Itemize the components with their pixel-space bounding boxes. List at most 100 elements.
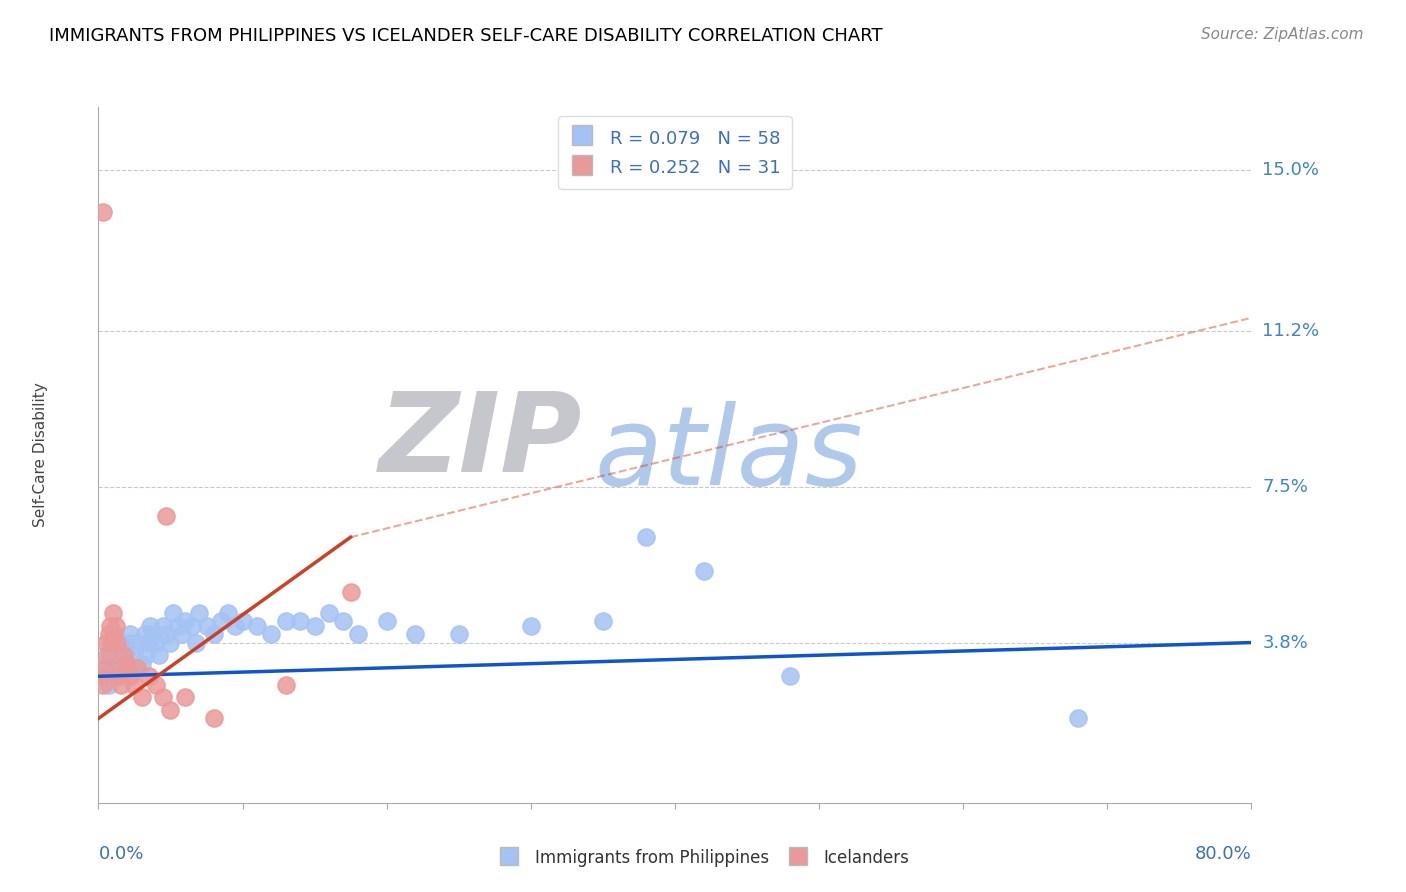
- Point: [274, 615, 297, 629]
- Point: [131, 690, 153, 705]
- Point: [117, 644, 138, 658]
- Point: [101, 606, 124, 620]
- Point: [152, 690, 174, 705]
- Text: IMMIGRANTS FROM PHILIPPINES VS ICELANDER SELF-CARE DISABILITY CORRELATION CHART: IMMIGRANTS FROM PHILIPPINES VS ICELANDER…: [49, 27, 883, 45]
- Point: [124, 648, 146, 663]
- Point: [155, 509, 177, 524]
- Point: [274, 678, 297, 692]
- Point: [166, 618, 188, 632]
- Point: [111, 635, 134, 649]
- Point: [447, 627, 470, 641]
- Point: [246, 618, 269, 632]
- Point: [120, 627, 142, 641]
- Point: [108, 648, 131, 663]
- Text: ZIP: ZIP: [380, 387, 582, 494]
- Point: [112, 648, 135, 663]
- Point: [138, 635, 160, 649]
- Point: [98, 618, 121, 632]
- Point: [124, 678, 146, 692]
- Point: [174, 690, 197, 705]
- Point: [139, 618, 162, 632]
- Point: [304, 618, 326, 632]
- Point: [93, 661, 115, 675]
- Point: [159, 703, 181, 717]
- Point: [91, 678, 114, 692]
- Point: [90, 669, 112, 683]
- Point: [142, 627, 165, 641]
- Point: [375, 615, 398, 629]
- Point: [779, 669, 801, 683]
- Point: [170, 627, 193, 641]
- Point: [107, 669, 129, 683]
- Point: [188, 606, 211, 620]
- Point: [181, 618, 204, 632]
- Point: [103, 669, 125, 683]
- Point: [224, 618, 246, 632]
- Point: [152, 618, 174, 632]
- Point: [134, 627, 156, 641]
- Point: [121, 635, 143, 649]
- Point: [131, 657, 153, 671]
- Point: [91, 661, 114, 675]
- Point: [209, 615, 232, 629]
- Point: [1067, 711, 1090, 725]
- Text: 11.2%: 11.2%: [1263, 321, 1320, 340]
- Text: 3.8%: 3.8%: [1263, 633, 1308, 651]
- Point: [155, 627, 177, 641]
- Point: [290, 615, 312, 629]
- Point: [145, 635, 167, 649]
- Text: Self-Care Disability: Self-Care Disability: [34, 383, 48, 527]
- Point: [127, 661, 149, 675]
- Point: [125, 661, 148, 675]
- Point: [636, 530, 658, 544]
- Point: [103, 627, 125, 641]
- Point: [101, 657, 124, 671]
- Point: [118, 661, 141, 675]
- Point: [159, 635, 181, 649]
- Point: [97, 627, 120, 641]
- Point: [105, 635, 128, 649]
- Point: [145, 678, 167, 692]
- Point: [148, 648, 170, 663]
- Point: [202, 711, 225, 725]
- Text: Source: ZipAtlas.com: Source: ZipAtlas.com: [1201, 27, 1364, 42]
- Point: [231, 615, 254, 629]
- Text: atlas: atlas: [595, 401, 863, 508]
- Point: [186, 635, 208, 649]
- Point: [693, 564, 716, 578]
- Point: [120, 669, 142, 683]
- Point: [346, 627, 368, 641]
- Point: [332, 615, 354, 629]
- Point: [110, 678, 132, 692]
- Point: [108, 661, 131, 675]
- Point: [318, 606, 340, 620]
- Point: [112, 652, 135, 666]
- Point: [174, 615, 197, 629]
- Point: [104, 618, 127, 632]
- Text: 15.0%: 15.0%: [1263, 161, 1319, 179]
- Point: [94, 669, 117, 683]
- Text: 0.0%: 0.0%: [98, 845, 143, 863]
- Text: 80.0%: 80.0%: [1195, 845, 1251, 863]
- Point: [217, 606, 239, 620]
- Point: [105, 661, 128, 675]
- Point: [98, 648, 121, 663]
- Point: [592, 615, 614, 629]
- Point: [135, 648, 157, 663]
- Point: [91, 205, 114, 219]
- Point: [97, 678, 120, 692]
- Point: [202, 627, 225, 641]
- Legend: R = 0.079   N = 58, R = 0.252   N = 31: R = 0.079 N = 58, R = 0.252 N = 31: [558, 116, 792, 189]
- Legend: Immigrants from Philippines, Icelanders: Immigrants from Philippines, Icelanders: [489, 841, 917, 875]
- Text: 7.5%: 7.5%: [1263, 477, 1309, 496]
- Point: [195, 618, 218, 632]
- Point: [117, 657, 138, 671]
- Point: [138, 669, 160, 683]
- Point: [96, 648, 118, 663]
- Point: [162, 606, 184, 620]
- Point: [520, 618, 543, 632]
- Point: [260, 627, 283, 641]
- Point: [339, 585, 361, 599]
- Point: [94, 635, 117, 649]
- Point: [100, 635, 122, 649]
